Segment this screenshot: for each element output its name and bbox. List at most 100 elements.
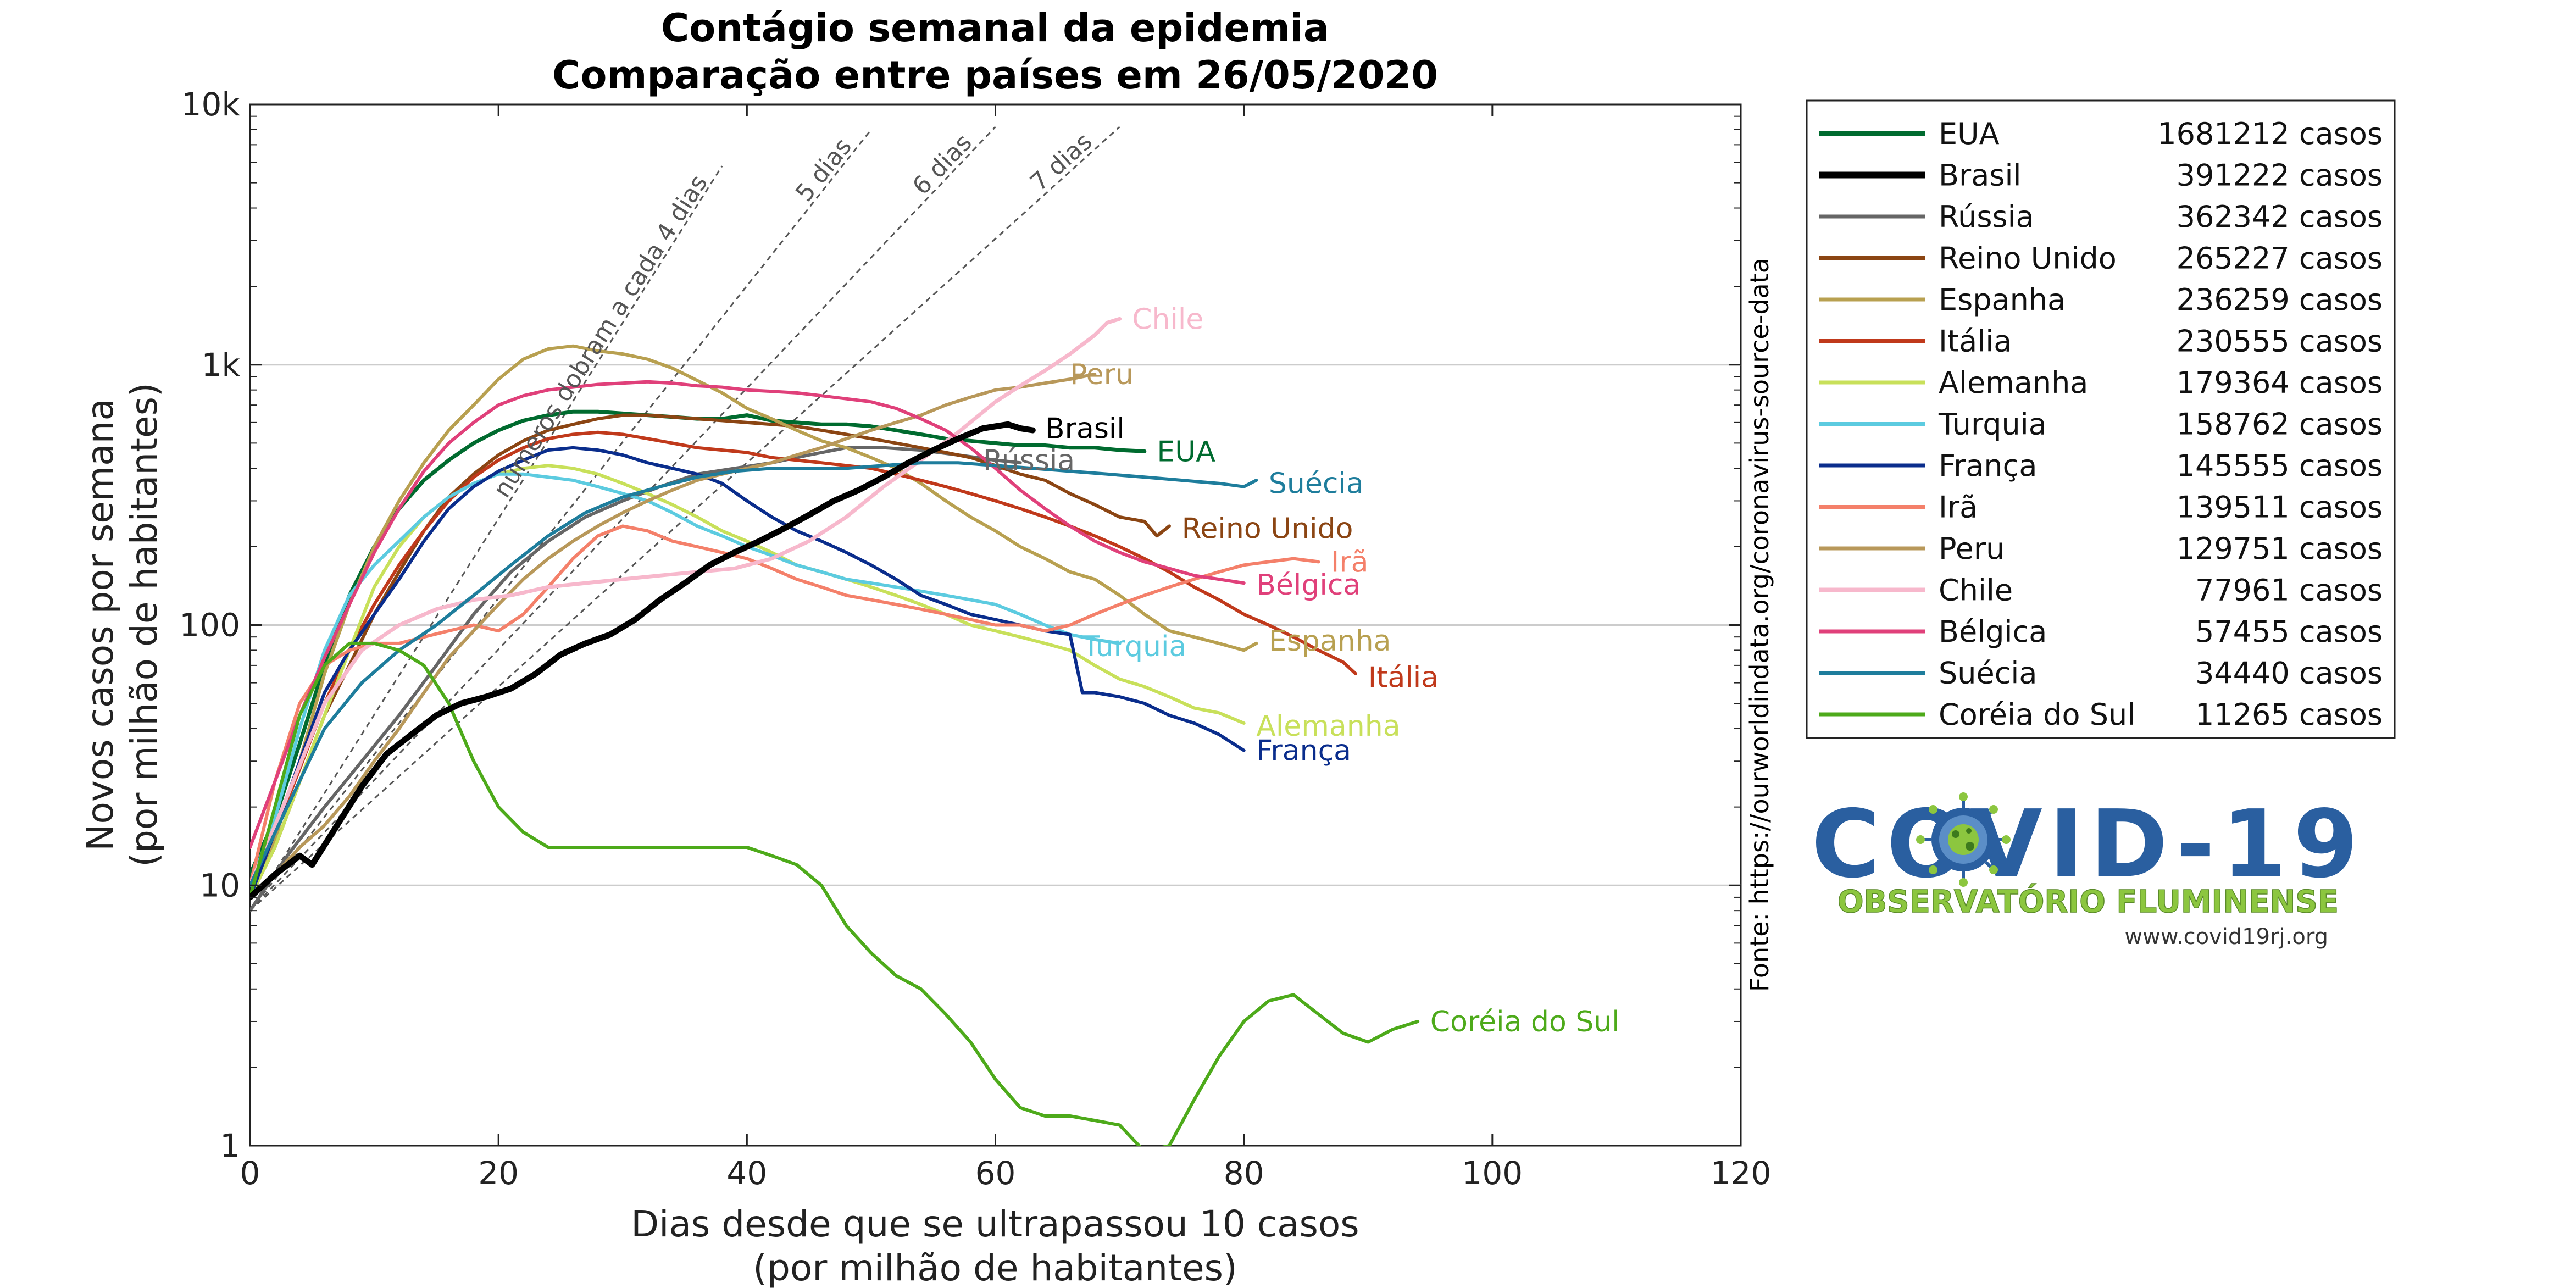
line-label-ira: Irã — [1331, 546, 1369, 579]
line-label-russia: Rússia — [983, 444, 1075, 477]
legend-item-coreia-do-sul: Coréia do Sul 11265 casos — [1819, 697, 2383, 732]
line-label-alemanha: Alemanha — [1256, 710, 1400, 743]
series-line-reino-unido — [250, 413, 1171, 899]
legend-label: Irã — [1939, 490, 1978, 525]
legend-item-franca: França 145555 casos — [1819, 448, 2383, 483]
line-label-italia: Itália — [1368, 662, 1439, 695]
legend-label: Rússia — [1939, 199, 2034, 234]
x-axis-label-line-1: Dias desde que se ultrapassou 10 casos — [631, 1203, 1359, 1245]
line-label-chile: Chile — [1132, 303, 1203, 336]
legend-label: Bélgica — [1939, 614, 2047, 649]
y-tick-label: 10 — [199, 867, 240, 904]
series-line-coreia-do-sul — [250, 641, 1420, 1146]
legend-item-brasil: Brasil 391222 casos — [1819, 158, 2383, 193]
series-line-chile — [250, 317, 1122, 887]
covid19-logo: COVID-19 OBSERVATÓRIO FLUMINENSE www.cov — [1812, 790, 2365, 950]
line-label-belgica: Bélgica — [1256, 569, 1361, 602]
series-line-italia — [250, 430, 1358, 887]
line-label-turquia: Turquia — [1082, 630, 1187, 663]
series-line-ira — [250, 524, 1320, 887]
legend-label: França — [1939, 448, 2037, 483]
series-lines — [250, 317, 1420, 1146]
series-line-belgica — [250, 380, 1246, 849]
legend-label: EUA — [1939, 116, 2000, 151]
line-label-peru: Peru — [1070, 358, 1134, 391]
line-label-reino-unido: Reino Unido — [1182, 513, 1353, 546]
legend-item-chile: Chile 77961 casos — [1819, 573, 2383, 608]
series-line-peru — [250, 372, 1097, 899]
line-label-brasil: Brasil — [1045, 412, 1125, 445]
legend-cases: 145555 casos — [2177, 448, 2383, 483]
legend-item-russia: Rússia 362342 casos — [1819, 199, 2383, 234]
legend: EUA 1681212 casos Brasil 391222 casos Rússia… — [1819, 116, 2383, 732]
virus-icon — [1916, 792, 2011, 887]
line-label-espanha: Espanha — [1269, 625, 1391, 658]
series-line-suecia — [250, 461, 1258, 887]
legend-label: Brasil — [1939, 158, 2021, 193]
legend-label: Coréia do Sul — [1939, 697, 2135, 732]
x-tick-label: 20 — [478, 1154, 519, 1192]
legend-cases: 230555 casos — [2177, 324, 2383, 359]
legend-cases: 362342 casos — [2177, 199, 2383, 234]
series-line-russia — [250, 446, 1022, 913]
x-tick-label: 60 — [975, 1154, 1016, 1192]
x-axis-label-line-2: (por milhão de habitantes) — [753, 1247, 1237, 1288]
x-tick-label: 40 — [726, 1154, 767, 1192]
logo-url: www.covid19rj.org — [2124, 924, 2328, 950]
series-line-espanha — [250, 344, 1258, 899]
y-tick-label: 100 — [179, 607, 240, 644]
legend-cases: 57455 casos — [2195, 614, 2383, 649]
x-tick-label: 0 — [240, 1154, 260, 1192]
legend-cases: 1681212 casos — [2157, 116, 2383, 151]
x-tick-label: 120 — [1711, 1154, 1772, 1192]
y-axis-label-line-2: (por milhão de habitantes) — [123, 382, 165, 867]
reference-line-5-dias — [250, 129, 872, 912]
legend-item-ira: Irã 139511 casos — [1819, 490, 2383, 525]
legend-cases: 179364 casos — [2177, 365, 2383, 400]
legend-cases: 139511 casos — [2177, 490, 2383, 525]
legend-label: Reino Unido — [1939, 241, 2117, 276]
reference-line-4-dias — [250, 165, 723, 911]
legend-item-alemanha: Alemanha 179364 casos — [1819, 365, 2383, 400]
x-tick-label: 100 — [1462, 1154, 1523, 1192]
y-tick-label: 1k — [202, 346, 241, 384]
legend-cases: 391222 casos — [2177, 158, 2383, 193]
legend-item-espanha: Espanha 236259 casos — [1819, 282, 2383, 317]
y-tick-label: 1 — [220, 1127, 240, 1164]
chart-title-line-1: Contágio semanal da epidemia — [661, 5, 1329, 51]
logo-subtitle: OBSERVATÓRIO FLUMINENSE — [1837, 884, 2339, 920]
legend-label: Espanha — [1939, 282, 2066, 317]
legend-label: Suécia — [1939, 656, 2038, 691]
series-line-franca — [250, 446, 1246, 899]
legend-label: Turquia — [1938, 407, 2047, 442]
logo-title: COVID-19 — [1812, 790, 2365, 899]
line-label-franca: França — [1256, 735, 1351, 768]
legend-item-belgica: Bélgica 57455 casos — [1819, 614, 2383, 649]
legend-item-eua: EUA 1681212 casos — [1819, 116, 2383, 151]
legend-cases: 77961 casos — [2195, 573, 2383, 608]
legend-cases: 158762 casos — [2177, 407, 2383, 442]
legend-item-turquia: Turquia 158762 casos — [1819, 407, 2383, 442]
legend-cases: 265227 casos — [2177, 241, 2383, 276]
line-label-suecia: Suécia — [1269, 468, 1364, 501]
legend-label: Chile — [1939, 573, 2013, 608]
legend-label: Itália — [1939, 324, 2012, 359]
series-line-brasil — [250, 421, 1036, 901]
legend-item-reino-unido: Reino Unido 265227 casos — [1819, 241, 2383, 276]
y-axis-label-line-1: Novos casos por semana — [79, 398, 121, 851]
legend-cases: 11265 casos — [2195, 697, 2383, 732]
line-label-coreia-do-sul: Coréia do Sul — [1430, 1006, 1620, 1039]
x-tick-label: 80 — [1224, 1154, 1264, 1192]
legend-cases: 34440 casos — [2195, 656, 2383, 691]
y-tick-label: 10k — [181, 86, 241, 123]
legend-cases: 129751 casos — [2177, 531, 2383, 566]
legend-item-suecia: Suécia 34440 casos — [1819, 656, 2383, 691]
legend-item-peru: Peru 129751 casos — [1819, 531, 2383, 566]
legend-item-italia: Itália 230555 casos — [1819, 324, 2383, 359]
series-line-turquia — [250, 472, 1122, 887]
legend-label: Alemanha — [1939, 365, 2088, 400]
legend-cases: 236259 casos — [2177, 282, 2383, 317]
legend-label: Peru — [1939, 531, 2005, 566]
